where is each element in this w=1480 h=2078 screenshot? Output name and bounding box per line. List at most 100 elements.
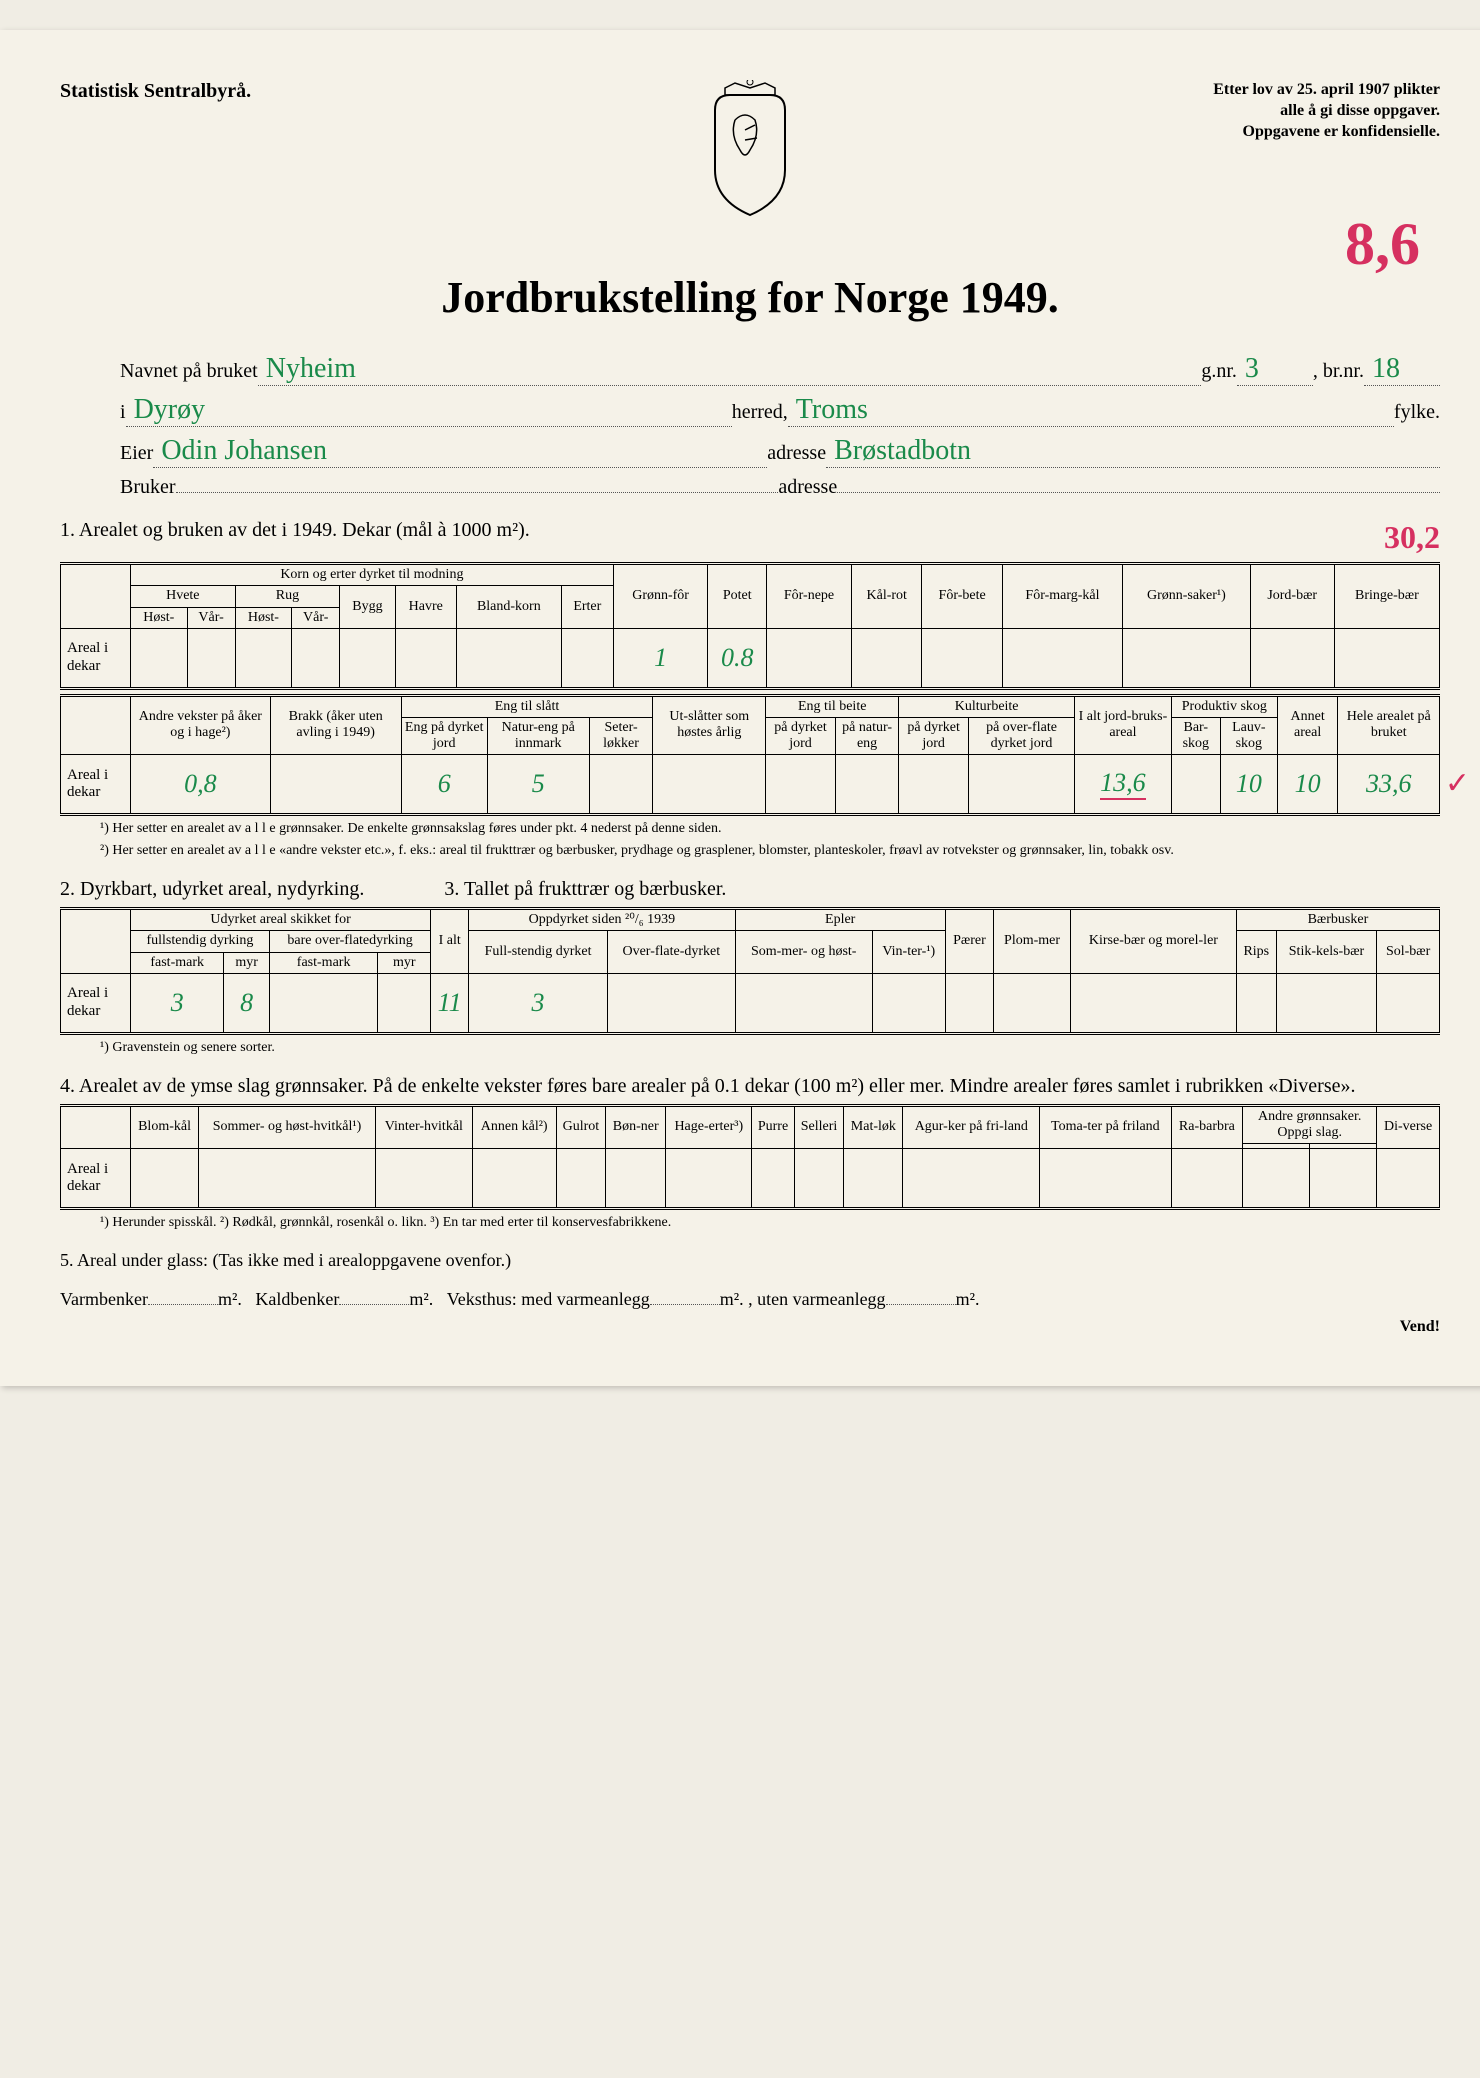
h-havre: Havre — [395, 586, 456, 628]
h-selleri: Selleri — [794, 1105, 844, 1148]
h-korn: Korn og erter dyrket til modning — [131, 564, 614, 586]
h-ialt23: I alt — [431, 909, 469, 973]
h-rug: Rug — [235, 586, 340, 607]
h-overdyrket: Over-flate-dyrket — [608, 931, 736, 973]
v-lauv: 10 — [1220, 754, 1277, 814]
h-matlok: Mat-løk — [844, 1105, 903, 1148]
h-vinterhv: Vinter-hvitkål — [375, 1105, 472, 1148]
v-fast1: 3 — [131, 973, 224, 1033]
sec4-title: 4. Arealet av de ymse slag grønnsaker. P… — [60, 1075, 1440, 1098]
h-andre: Andre vekster på åker og i hage²) — [131, 695, 271, 754]
h-gronnsaker: Grønn-saker¹) — [1123, 564, 1250, 628]
h-bareover: bare over-flatedyrking — [269, 931, 430, 952]
val-adresse: Brøstadbotn — [826, 435, 1440, 468]
table-1b: Andre vekster på åker og i hage²) Brakk … — [60, 694, 1440, 816]
sec2-title: 2. Dyrkbart, udyrket areal, nydyrking. — [60, 878, 364, 901]
lbl-adresse2: adresse — [778, 476, 837, 499]
h-padyrket2: på dyrket jord — [899, 717, 969, 754]
sec3-title: 3. Tallet på frukttrær og bærbusker. — [444, 878, 726, 901]
val-gnr: 3 — [1237, 353, 1313, 386]
h-lauvskog: Lauv-skog — [1220, 717, 1277, 754]
h-gronnfor: Grønn-fôr — [613, 564, 708, 628]
h-fulldyrket: Full-stendig dyrket — [469, 931, 608, 973]
h-blandkorn: Bland-korn — [456, 586, 561, 628]
org-name: Statistisk Sentralbyrå. — [60, 80, 251, 103]
lbl-fylke: fylke. — [1394, 401, 1440, 424]
h-paerer: Pærer — [945, 909, 993, 973]
h-tomater: Toma-ter på friland — [1040, 1105, 1171, 1148]
h-andre4: Andre grønnsaker. Oppgi slag. — [1243, 1105, 1377, 1143]
h-engbeite: Eng til beite — [766, 695, 899, 717]
v-potet: 0.8 — [708, 628, 767, 688]
h-kirse: Kirse-bær og morel-ler — [1070, 909, 1236, 973]
lbl-adresse1: adresse — [767, 442, 826, 465]
h-prodskog: Produktiv skog — [1171, 695, 1277, 717]
val-fylke: Troms — [788, 394, 1394, 427]
val-bruker-adr — [837, 492, 1440, 493]
h-baerbusker: Bærbusker — [1236, 909, 1439, 931]
h-host2: Høst- — [235, 607, 292, 628]
law-line1: Etter lov av 25. april 1907 plikter — [1213, 81, 1440, 98]
lbl-navn: Navnet på bruket — [120, 360, 258, 383]
table-1a: Korn og erter dyrket til modning Grønn-f… — [60, 562, 1440, 689]
row-label-23: Areal i dekar — [61, 973, 131, 1033]
h-oppdyrket: Oppdyrket siden ²⁰/₆ 1939 — [469, 909, 736, 931]
law-line2: alle å gi disse oppgaver. — [1280, 102, 1440, 119]
vend-label: Vend! — [60, 1318, 1440, 1336]
h-forbete: Fôr-bete — [922, 564, 1002, 628]
h-hageerter: Hage-erter³) — [666, 1105, 752, 1148]
h-agurker: Agur-ker på fri-land — [903, 1105, 1040, 1148]
h-engdyrket: Eng på dyrket jord — [401, 717, 487, 754]
val-bruker — [176, 492, 779, 493]
h-rabarbra: Ra-barbra — [1171, 1105, 1243, 1148]
document-title: Jordbrukstelling for Norge 1949. — [60, 272, 1440, 323]
h-kulturbeite: Kulturbeite — [899, 695, 1075, 717]
row-label-1a: Areal i dekar — [61, 628, 131, 688]
h-hvete: Hvete — [131, 586, 236, 607]
h-fornepe: Fôr-nepe — [767, 564, 852, 628]
h-barskog: Bar-skog — [1171, 717, 1220, 754]
sec5-title: 5. Areal under glass: (Tas ikke med i ar… — [60, 1250, 1440, 1271]
h-blomkal: Blom-kål — [131, 1105, 199, 1148]
v-eng: 6 — [401, 754, 487, 814]
h-seter: Seter-løkker — [589, 717, 653, 754]
lbl-gnr: g.nr. — [1201, 360, 1237, 383]
h-sommerhv: Sommer- og høst-hvitkål¹) — [199, 1105, 376, 1148]
lbl-bruker: Bruker — [120, 476, 176, 499]
table-4: Blom-kål Sommer- og høst-hvitkål¹) Vinte… — [60, 1104, 1440, 1210]
val-navn: Nyheim — [258, 353, 1202, 386]
h-fast1: fast-mark — [131, 952, 224, 973]
h-rips: Rips — [1236, 931, 1276, 973]
red-check-icon: ✓ — [1445, 766, 1470, 801]
row-label-1b: Areal i dekar — [61, 754, 131, 814]
h-vinter: Vin-ter-¹) — [872, 931, 945, 973]
h-fast2: fast-mark — [269, 952, 377, 973]
h-solbaer: Sol-bær — [1377, 931, 1440, 973]
h-fullstendig: fullstendig dyrking — [131, 931, 270, 952]
v-myr1: 8 — [224, 973, 270, 1033]
h-natureng: Natur-eng på innmark — [487, 717, 589, 754]
h-plommer: Plom-mer — [994, 909, 1071, 973]
h-host1: Høst- — [131, 607, 188, 628]
h-jordbaer: Jord-bær — [1250, 564, 1334, 628]
v-natur: 5 — [487, 754, 589, 814]
lbl-brnr: , br.nr. — [1313, 360, 1364, 383]
h-udyrket: Udyrket areal skikket for — [131, 909, 431, 931]
h-stikkels: Stik-kels-bær — [1276, 931, 1377, 973]
h-var2: Vår- — [292, 607, 340, 628]
h-brakk: Brakk (åker uten avling i 1949) — [270, 695, 401, 754]
h-erter: Erter — [561, 586, 613, 628]
h-paoverflate: på over-flate dyrket jord — [968, 717, 1074, 754]
v-annet: 10 — [1277, 754, 1338, 814]
lbl-eier: Eier — [120, 442, 153, 465]
v-andre: 0,8 — [131, 754, 271, 814]
h-engslatt: Eng til slått — [401, 695, 653, 717]
footnote-4: ¹) Herunder spisskål. ²) Rødkål, grønnkå… — [100, 1214, 1440, 1232]
h-kalrot: Kål-rot — [852, 564, 922, 628]
sec5-line: Varmbenkerm². Kaldbenkerm². Veksthus: me… — [60, 1289, 1440, 1310]
h-padyrket: på dyrket jord — [766, 717, 836, 754]
val-eier: Odin Johansen — [153, 435, 767, 468]
footnote-23: ¹) Gravenstein og senere sorter. — [100, 1039, 1440, 1057]
h-bygg: Bygg — [340, 586, 395, 628]
h-formargkal: Fôr-marg-kål — [1002, 564, 1122, 628]
